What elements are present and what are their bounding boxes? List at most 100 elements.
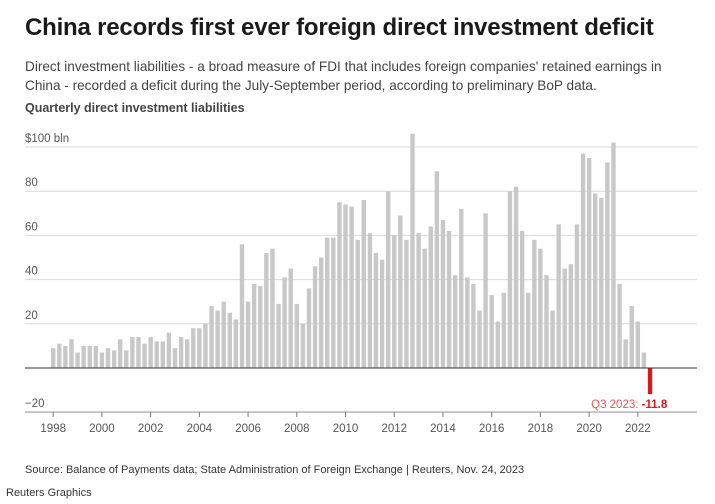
bar-chart: −20 20 40 60 80 $100 bln 1998 2000 2002 2004 2006… [25,133,697,435]
bar [191,328,196,368]
bar [507,191,513,368]
bar [154,341,159,368]
bar [130,337,135,368]
bar [410,133,415,368]
bar [465,277,470,368]
bar [641,352,647,368]
x-tick-label: 2002 [138,423,164,435]
bar [51,348,56,368]
bar [93,345,99,368]
bar [519,230,525,368]
bar [99,352,105,368]
bar [477,310,482,368]
bar [331,237,336,368]
chart-heading: Quarterly direct investment liabilities [25,101,245,115]
bar [136,337,141,368]
bar [617,284,622,368]
bar [526,292,531,368]
bar [550,310,555,368]
x-tick-label: 1998 [40,423,66,435]
bar [532,239,537,368]
x-tick-label: 2000 [89,423,115,435]
bar [197,328,202,368]
bar [513,186,519,368]
bar [276,303,281,368]
bar [459,208,464,368]
bar [148,337,153,368]
axes: 1998 2000 2002 2004 2006 2008 2010 2012 2014 2016… [25,367,697,435]
bar [184,339,190,368]
bar [337,202,342,368]
bar [599,197,604,368]
bar [209,306,214,368]
bar [538,248,543,368]
credit-note: Reuters Graphics [6,487,92,499]
bar [635,321,641,368]
bar [178,337,184,368]
bar [568,264,574,368]
bar [111,350,117,368]
bar [623,339,628,368]
bar [166,332,172,368]
bar [385,191,391,368]
bar [586,158,592,368]
bar [215,310,220,368]
bar [245,301,251,368]
bar [160,341,166,368]
x-tick-label: 2014 [430,423,456,435]
bar-q3-2023 [647,368,653,395]
bar [233,319,239,368]
bar [172,348,178,368]
bar [251,284,257,368]
x-tick-label: 2022 [625,423,651,435]
bar [81,345,86,368]
bar [416,233,421,368]
bar [349,206,354,368]
bar [367,233,373,368]
bar [446,230,452,368]
bar [355,239,360,368]
y-tick-label: 60 [25,221,38,233]
bar [611,142,616,368]
bar [483,213,488,368]
y-tick-label: 40 [25,266,38,278]
bar [221,301,226,368]
bar [282,277,287,368]
bar [428,226,433,368]
x-tick-label: 2010 [333,423,359,435]
bar [501,292,507,368]
x-tick-label: 2008 [284,423,310,435]
bar [593,193,598,368]
bar [544,275,549,368]
bar [227,312,233,368]
x-tick-label: 2018 [528,423,554,435]
source-note: Source: Balance of Payments data; State … [25,464,525,476]
bar [562,268,567,368]
bar [264,253,269,368]
x-tick-label: 2004 [187,423,213,435]
bar [343,204,348,368]
bar [270,248,275,368]
bar [422,248,427,368]
bar [318,257,324,368]
bar [258,286,263,368]
bar [142,343,147,368]
bar [452,275,458,368]
bar [580,153,586,368]
bar [300,323,306,368]
bar [629,306,634,368]
bar [63,345,68,368]
bar [117,339,123,368]
x-tick-label: 2020 [576,423,602,435]
bar [605,162,610,368]
bar [379,259,385,368]
x-tick-label: 2016 [479,423,505,435]
q3-2023-annotation: Q3 2023: -11.8 [591,399,668,411]
bar [69,339,74,368]
bar [294,303,299,368]
bar [306,288,312,368]
bar [392,235,397,368]
y-tick-label: 80 [25,177,38,189]
annotations: Q3 2023: -11.8 [591,399,668,411]
annotation-value: -11.8 [642,399,668,411]
